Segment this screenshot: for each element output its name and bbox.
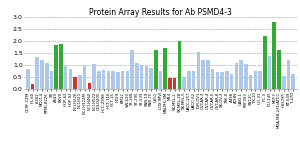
Bar <box>272 22 276 89</box>
Bar <box>40 60 44 89</box>
Bar <box>78 75 82 89</box>
Bar <box>45 63 49 89</box>
Bar <box>59 44 63 89</box>
Title: Protein Array Results for Ab PSMD4-3: Protein Array Results for Ab PSMD4-3 <box>89 7 232 17</box>
Bar <box>135 63 139 89</box>
Bar <box>268 56 271 89</box>
Bar <box>201 60 205 89</box>
Bar <box>287 60 290 89</box>
Bar <box>88 83 91 89</box>
Bar <box>116 72 120 89</box>
Bar <box>26 69 30 89</box>
Bar <box>111 71 115 89</box>
Bar <box>225 71 229 89</box>
Bar <box>220 72 224 89</box>
Bar <box>92 64 96 89</box>
Bar <box>55 45 58 89</box>
Bar <box>277 50 281 89</box>
Bar <box>216 72 219 89</box>
Bar <box>211 69 214 89</box>
Bar <box>258 71 262 89</box>
Bar <box>254 71 257 89</box>
Bar <box>121 71 124 89</box>
Bar <box>182 77 186 89</box>
Bar <box>69 69 72 89</box>
Bar <box>31 84 34 89</box>
Bar <box>249 75 252 89</box>
Bar <box>291 74 295 89</box>
Bar <box>168 78 172 89</box>
Bar <box>235 63 238 89</box>
Bar <box>239 60 243 89</box>
Bar <box>145 67 148 89</box>
Bar <box>263 36 266 89</box>
Bar <box>140 65 143 89</box>
Bar <box>83 67 86 89</box>
Bar <box>206 60 210 89</box>
Bar <box>130 50 134 89</box>
Bar <box>230 74 233 89</box>
Bar <box>125 71 129 89</box>
Bar <box>196 52 200 89</box>
Bar <box>282 76 286 89</box>
Bar <box>149 68 153 89</box>
Bar <box>192 71 196 89</box>
Bar <box>35 57 39 89</box>
Bar <box>106 71 110 89</box>
Bar <box>178 41 181 89</box>
Bar <box>187 71 191 89</box>
Bar <box>164 49 167 89</box>
Bar <box>173 78 176 89</box>
Bar <box>102 70 105 89</box>
Bar <box>159 71 162 89</box>
Bar <box>64 67 68 89</box>
Bar <box>50 71 53 89</box>
Bar <box>74 77 77 89</box>
Bar <box>244 64 247 89</box>
Bar <box>154 50 158 89</box>
Bar <box>97 71 101 89</box>
